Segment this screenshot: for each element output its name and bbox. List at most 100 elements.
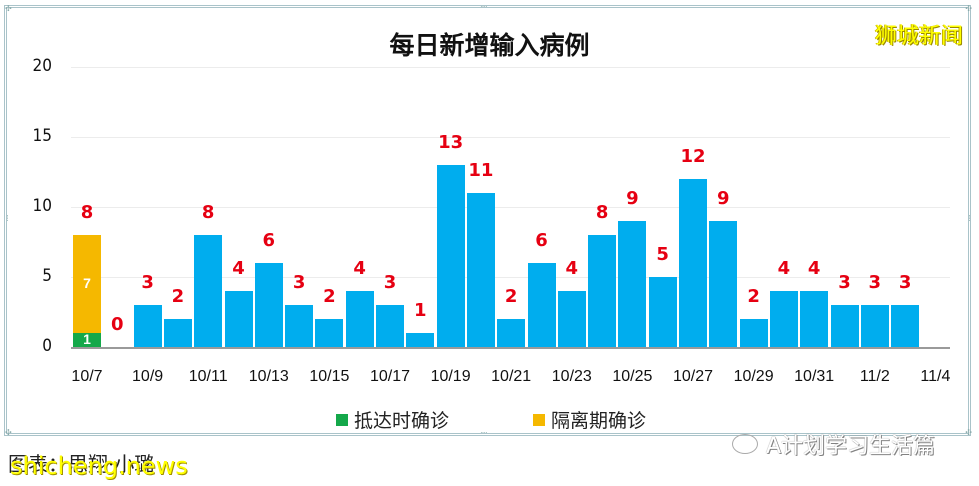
bar-11-3 <box>891 305 920 347</box>
value-label: 11 <box>468 160 494 181</box>
x-axis <box>71 347 950 349</box>
bar-10-15 <box>315 319 344 347</box>
wechat-watermark: A计划学习生活篇 <box>732 428 935 460</box>
value-label: 4 <box>353 258 366 279</box>
value-label: 8 <box>595 202 609 223</box>
x-tick-label: 10/15 <box>309 368 350 385</box>
bar-10-17 <box>376 305 404 347</box>
legend-item-quarantine: 隔离期确诊 <box>533 406 646 433</box>
x-tick-label: 10/19 <box>430 368 471 385</box>
legend-item-arrival: 抵达时确诊 <box>336 406 449 433</box>
value-label: 4 <box>807 258 821 279</box>
bar-11-1 <box>830 305 859 347</box>
brand-watermark: 狮城新闻 <box>874 24 963 49</box>
bar-10-7 <box>73 333 101 347</box>
bar-10-14 <box>285 305 314 347</box>
x-tick-label: 10/13 <box>248 368 289 385</box>
resize-handle-top-right[interactable]: ✣ <box>965 4 972 13</box>
x-tick-label: 10/29 <box>733 368 774 385</box>
resize-handle-right[interactable]: ···· <box>965 214 974 221</box>
site-watermark: shicheng.news <box>10 452 188 480</box>
bar-10-28 <box>709 221 738 347</box>
bar-10-25 <box>618 221 647 347</box>
value-label: 9 <box>626 188 639 209</box>
legend-label: 抵达时确诊 <box>354 410 450 432</box>
value-label: 2 <box>504 286 518 307</box>
x-tick-label: 10/11 <box>188 368 228 385</box>
bar-11-2 <box>860 305 889 347</box>
x-tick-label: 10/27 <box>672 368 714 385</box>
x-tick-label: 10/21 <box>491 368 532 385</box>
bar-10-30 <box>769 291 798 347</box>
x-tick-label: 10/25 <box>612 368 653 385</box>
y-tick-label: 0 <box>42 336 52 356</box>
bar-10-31 <box>800 291 829 347</box>
resize-handle-bottom-right[interactable]: ✣ <box>965 428 972 437</box>
bar-10-11 <box>194 235 223 347</box>
bar-10-20 <box>466 193 495 347</box>
bar-10-29 <box>739 319 768 347</box>
y-tick-label: 20 <box>32 56 52 76</box>
value-label: 6 <box>262 230 276 251</box>
gridline <box>71 207 950 208</box>
bar-10-23 <box>557 291 586 347</box>
resize-handle-left[interactable]: ···· <box>3 214 12 221</box>
bar-10-19 <box>436 165 465 347</box>
value-label: 3 <box>868 272 882 293</box>
y-tick-label: 15 <box>32 126 52 146</box>
x-tick-label: 10/31 <box>794 368 835 385</box>
value-label: 13 <box>438 132 464 153</box>
resize-handle-bottom-left[interactable]: ✣ <box>5 428 12 437</box>
bar-10-21 <box>497 319 526 347</box>
wechat-icon <box>732 434 758 454</box>
bar-inner-label: 1 <box>83 331 91 347</box>
value-label: 4 <box>777 258 791 279</box>
bar-10-24 <box>588 235 617 347</box>
x-tick-label: 11/4 <box>920 368 951 385</box>
y-tick-label: 10 <box>32 196 52 216</box>
value-label: 3 <box>838 272 851 293</box>
value-label: 2 <box>747 286 760 307</box>
value-label: 8 <box>201 202 215 223</box>
value-label: 12 <box>680 146 706 167</box>
x-tick-label: 10/17 <box>369 368 411 385</box>
bar-10-9 <box>133 305 162 347</box>
value-label: 5 <box>656 244 669 265</box>
x-tick-label: 10/23 <box>551 368 592 385</box>
bar-10-18 <box>406 333 435 347</box>
value-label: 6 <box>535 230 548 251</box>
x-tick-label: 11/2 <box>859 368 890 385</box>
resize-handle-top[interactable]: ···· <box>480 2 488 11</box>
wechat-account-name: A计划学习生活篇 <box>766 434 936 459</box>
chart-credit: 图表：思翔·小璐 <box>8 452 155 476</box>
value-label: 9 <box>717 188 730 209</box>
value-label: 2 <box>171 286 185 307</box>
y-tick-label: 5 <box>42 266 52 286</box>
value-label: 0 <box>111 314 124 335</box>
bar-10-10 <box>163 319 192 347</box>
bar-10-13 <box>254 263 283 347</box>
legend-swatch-yellow <box>533 413 545 426</box>
legend-swatch-green <box>336 413 348 426</box>
value-label: 3 <box>292 272 306 293</box>
value-label: 4 <box>232 258 245 279</box>
chart-title: 每日新增输入病例 <box>389 31 590 60</box>
value-label: 2 <box>323 286 336 307</box>
bar-10-22 <box>527 263 556 347</box>
value-label: 1 <box>414 300 427 321</box>
bar-10-12 <box>224 291 253 347</box>
gridline <box>71 277 950 278</box>
value-label: 3 <box>898 272 912 293</box>
bar-10-27 <box>679 179 707 347</box>
gridline <box>71 137 950 138</box>
resize-handle-bottom[interactable]: ···· <box>480 428 488 437</box>
value-label: 4 <box>565 258 579 279</box>
legend-label: 隔离期确诊 <box>551 410 647 432</box>
x-tick-label: 10/9 <box>132 368 164 385</box>
resize-handle-top-left[interactable]: ✣ <box>5 4 12 13</box>
bar-10-7 <box>73 235 101 333</box>
value-label: 8 <box>80 202 94 223</box>
x-tick-label: 10/7 <box>71 368 103 385</box>
value-label: 3 <box>383 272 397 293</box>
value-label: 3 <box>141 272 154 293</box>
